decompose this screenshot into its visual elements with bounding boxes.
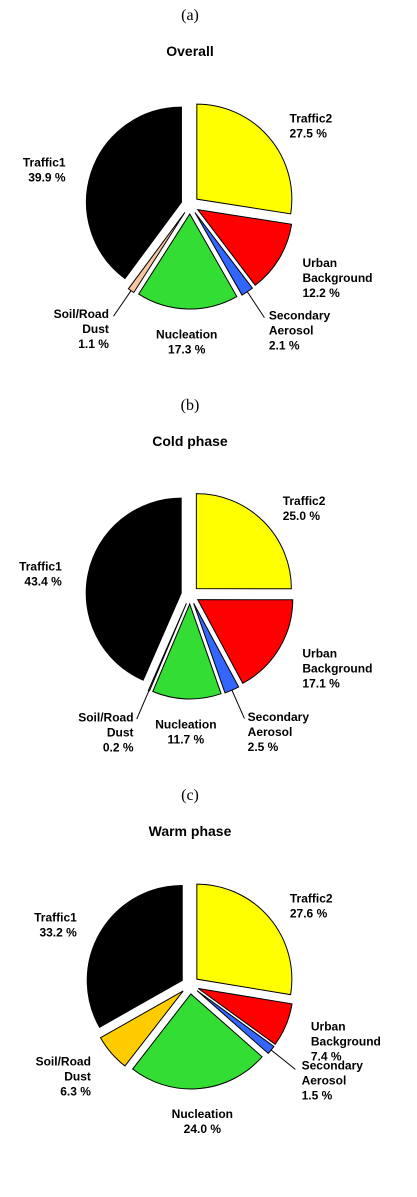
value-label: 33.2 %: [39, 926, 77, 940]
pie-slice: [196, 103, 293, 215]
pie-slice: [137, 213, 238, 310]
pie-slice: [85, 106, 182, 280]
slice-label: Traffic1: [34, 911, 77, 925]
slice-label: Secondary Aerosol: [269, 308, 331, 337]
value-label: 6.3 %: [60, 1085, 91, 1099]
pie-slice: [196, 990, 275, 1055]
value-label: 1.5 %: [302, 1088, 333, 1102]
slice-label: Traffic1: [23, 155, 66, 169]
slice-label: Nucleation: [172, 1107, 233, 1121]
panel-label: (a): [181, 7, 199, 24]
value-label: 43.4 %: [24, 575, 62, 589]
slice-label: Nucleation: [156, 327, 217, 341]
slice-label: Urban Background: [302, 256, 372, 285]
slice-label: Traffic2: [283, 494, 326, 508]
chart-title: Overall: [166, 43, 213, 59]
pie-slice: [194, 212, 254, 296]
pie-slice: [86, 884, 183, 1028]
pie-slice: [99, 990, 184, 1067]
slice-label: Urban Background: [302, 646, 372, 675]
leader-line: [231, 689, 245, 719]
slice-label: Traffic1: [19, 560, 62, 574]
panel-label: (c): [181, 787, 199, 804]
pie-slice: [196, 883, 293, 996]
chart-title: Cold phase: [152, 433, 228, 449]
leader-line: [136, 690, 150, 720]
slice-label: Secondary Aerosol: [302, 1058, 364, 1087]
slice-label: Urban Background: [311, 1020, 381, 1049]
slice-label: Traffic2: [290, 111, 333, 125]
value-label: 12.2 %: [302, 286, 340, 300]
pie-slice: [195, 493, 292, 590]
pie-slice: [152, 602, 222, 700]
value-label: 2.1 %: [269, 338, 300, 352]
value-label: 0.2 %: [103, 740, 134, 754]
value-label: 25.0 %: [283, 509, 321, 523]
value-label: 24.0 %: [184, 1122, 222, 1136]
leader-line: [246, 291, 265, 318]
pie-slice: [131, 993, 263, 1090]
pie-slice: [147, 603, 187, 692]
pie-slice: [198, 987, 293, 1046]
value-label: 17.1 %: [302, 676, 340, 690]
value-label: 17.3 %: [168, 342, 206, 356]
chart-title: Warm phase: [149, 823, 232, 839]
leader-line: [270, 1049, 296, 1070]
slice-label: Traffic2: [290, 892, 333, 906]
value-label: 27.6 %: [290, 907, 328, 921]
value-label: 2.5 %: [248, 740, 279, 754]
slice-label: Soil/Road Dust: [36, 1055, 91, 1084]
slice-label: Secondary Aerosol: [248, 710, 310, 739]
value-label: 39.9 %: [28, 170, 66, 184]
leader-line: [113, 290, 132, 317]
slice-label: Nucleation: [155, 717, 216, 731]
slice-label: Soil/Road Dust: [54, 307, 109, 336]
pie-slice: [196, 208, 293, 286]
value-label: 7.4 %: [311, 1050, 342, 1064]
slice-label: Soil/Road Dust: [78, 710, 133, 739]
value-label: 11.7 %: [168, 732, 205, 746]
panel-label: (b): [181, 397, 200, 414]
pie-slice: [85, 497, 182, 681]
pie-slice: [193, 602, 240, 694]
value-label: 1.1 %: [78, 337, 109, 351]
value-label: 27.5 %: [290, 126, 328, 140]
pie-slice: [196, 599, 294, 684]
